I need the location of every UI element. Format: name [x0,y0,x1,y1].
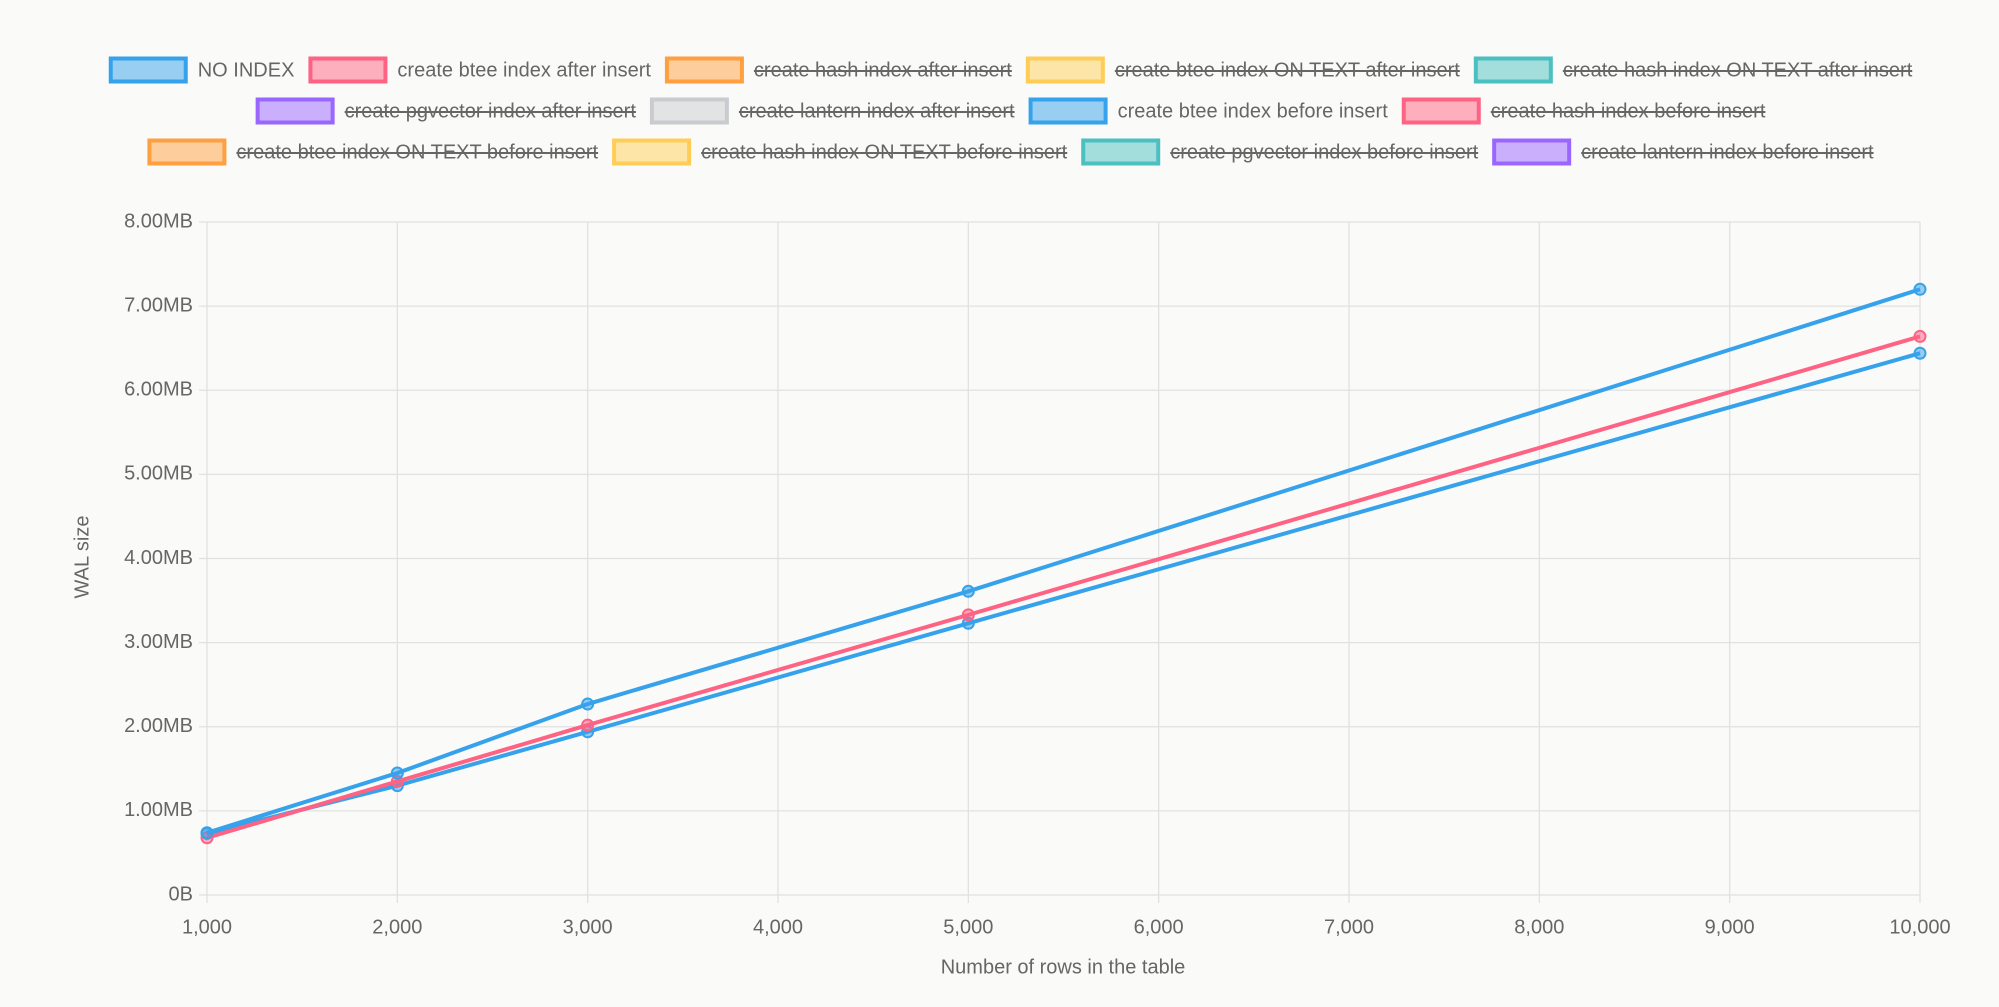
legend-item[interactable]: create hash index ON TEXT after insert [1473,56,1913,84]
x-axis-title: Number of rows in the table [941,956,1186,978]
x-tick-label: 5,000 [943,916,993,938]
legend-item[interactable]: NO INDEX [108,56,295,84]
legend-swatch [308,56,388,84]
data-point [961,608,975,622]
legend-item[interactable]: create lantern index after insert [649,97,1015,125]
legend-item[interactable]: create btee index after insert [308,56,651,84]
data-point [581,718,595,732]
x-tick-label: 7,000 [1324,916,1374,938]
legend-item[interactable]: create hash index before insert [1401,97,1766,125]
legend-item[interactable]: create hash index after insert [664,56,1012,84]
legend-swatch [1028,97,1108,125]
legend-swatch [1492,138,1572,166]
legend-label: create btee index before insert [1118,100,1389,122]
y-tick-label: 3.00MB [124,631,193,653]
legend-swatch [1401,97,1481,125]
data-point [390,766,404,780]
x-tick-label: 8,000 [1514,916,1564,938]
x-tick-label: 1,000 [182,916,232,938]
x-tick-label: 6,000 [1134,916,1184,938]
legend-swatch [147,138,227,166]
data-point [1913,282,1927,296]
series-line [206,334,1921,840]
legend-swatch [1081,138,1161,166]
legend-swatch [649,97,729,125]
x-tick-label: 4,000 [753,916,803,938]
data-point [581,697,595,711]
legend-item[interactable]: create pgvector index after insert [255,97,637,125]
legend-label: NO INDEX [198,59,295,81]
legend-item[interactable]: create lantern index before insert [1492,138,1874,166]
legend-swatch [108,56,188,84]
x-tick-label: 3,000 [563,916,613,938]
y-tick-label: 4.00MB [124,547,193,569]
data-point [961,584,975,598]
legend-swatch [612,138,692,166]
legend-item[interactable]: create hash index ON TEXT before insert [612,138,1068,166]
x-tick-label: 9,000 [1705,916,1755,938]
legend-item[interactable]: create btee index ON TEXT after insert [1025,56,1460,84]
series-line [206,287,1921,835]
x-tick-label: 10,000 [1889,916,1950,938]
legend-item[interactable]: create btee index ON TEXT before insert [147,138,599,166]
y-tick-label: 5.00MB [124,463,193,485]
y-tick-label: 1.00MB [124,799,193,821]
legend-item[interactable]: create btee index before insert [1028,97,1389,125]
data-point [1913,346,1927,360]
legend-swatch [255,97,335,125]
data-point [1913,329,1927,343]
y-axis-title: WAL size [71,516,93,599]
y-tick-label: 6.00MB [124,379,193,401]
legend-swatch [1473,56,1553,84]
legend-label: create btee index after insert [397,59,651,81]
y-tick-label: 2.00MB [124,715,193,737]
legend-swatch [1025,56,1105,84]
y-tick-label: 7.00MB [124,294,193,316]
x-tick-label: 2,000 [372,916,422,938]
legend-item[interactable]: create pgvector index before insert [1081,138,1479,166]
y-tick-label: 8.00MB [124,210,193,232]
data-point [200,826,214,840]
y-tick-label: 0B [169,883,193,905]
legend-swatch [664,56,744,84]
